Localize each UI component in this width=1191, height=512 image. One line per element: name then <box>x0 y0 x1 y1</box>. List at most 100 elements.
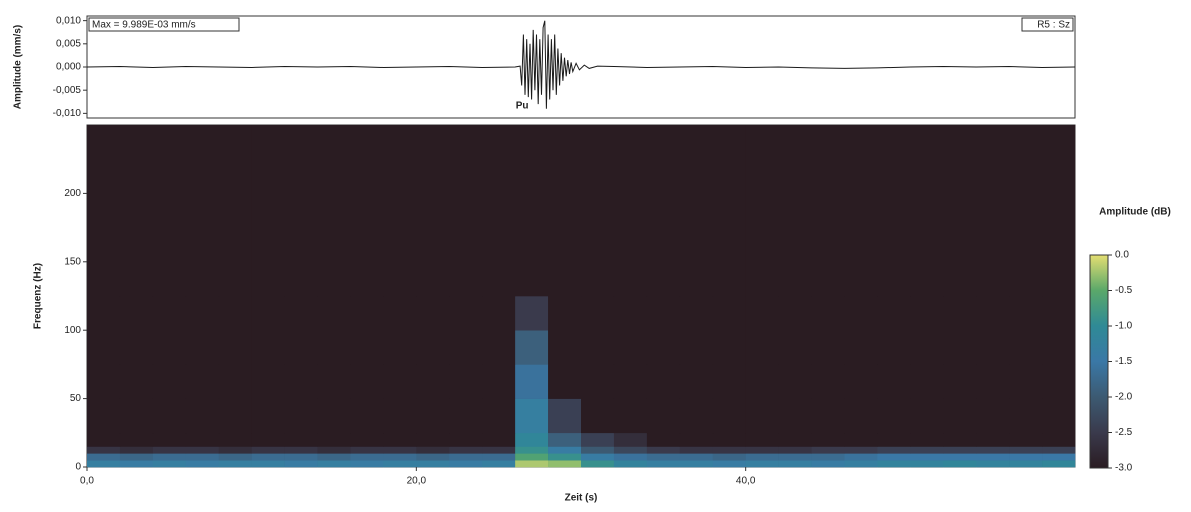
x-title: Zeit (s) <box>565 493 598 504</box>
heat-cell <box>679 446 714 454</box>
heat-cell <box>119 125 154 297</box>
colorbar-tick-label: -0.5 <box>1115 285 1133 296</box>
heat-cell <box>745 453 779 461</box>
heat-cell <box>877 453 911 461</box>
heat-cell <box>284 446 318 454</box>
heat-cell <box>1042 432 1076 447</box>
heat-cell <box>119 364 154 399</box>
heat-cell <box>877 364 911 399</box>
heat-cell <box>976 330 1010 365</box>
heat-cell <box>449 398 483 434</box>
heat-cell <box>284 460 318 468</box>
heat-cell <box>152 125 187 297</box>
heat-cell <box>284 398 318 434</box>
heat-cell <box>383 125 417 297</box>
heat-cell <box>548 460 582 468</box>
heat-cell <box>877 330 911 365</box>
heat-cell <box>1009 296 1043 331</box>
heat-cell <box>218 432 252 447</box>
heat-cell <box>679 432 714 447</box>
heat-cell <box>449 446 483 454</box>
y-tick-label: -0,010 <box>53 108 82 119</box>
heat-cell <box>119 296 154 331</box>
colorbar-tick-label: -1.5 <box>1115 356 1133 367</box>
heat-cell <box>383 330 417 365</box>
heat-cell <box>712 453 746 461</box>
heat-cell <box>745 330 779 365</box>
heat-cell <box>251 296 285 331</box>
heat-cell <box>910 364 944 399</box>
heat-cell <box>712 446 746 454</box>
heat-cell <box>778 460 812 468</box>
y-tick-label: 50 <box>70 393 82 404</box>
heat-cell <box>218 446 252 454</box>
heat-cell <box>218 460 252 468</box>
heat-cell <box>152 453 187 461</box>
heat-cell <box>284 125 318 297</box>
heat-cell <box>548 446 582 454</box>
heat-cell <box>778 296 812 331</box>
heat-cell <box>482 460 516 468</box>
heat-cell <box>712 125 746 297</box>
heat-cell <box>778 453 812 461</box>
heat-cell <box>844 446 878 454</box>
heat-cell <box>152 330 187 365</box>
heat-cell <box>185 446 220 454</box>
heat-cell <box>1042 453 1076 461</box>
heat-cell <box>482 398 516 434</box>
heat-cell <box>646 432 681 447</box>
heat-cell <box>910 330 944 365</box>
heat-cell <box>976 453 1010 461</box>
heat-cell <box>778 125 812 297</box>
heat-cell <box>284 432 318 447</box>
heat-cell <box>844 296 878 331</box>
heat-cell <box>679 125 714 297</box>
heat-cell <box>119 432 154 447</box>
heat-cell <box>1009 125 1043 297</box>
y-tick-label: -0,005 <box>53 85 82 96</box>
x-tick-label: 0,0 <box>80 476 94 487</box>
heat-cell <box>87 453 121 461</box>
heat-cell <box>350 125 384 297</box>
heat-cell <box>449 460 483 468</box>
heat-cell <box>317 398 351 434</box>
heat-cell <box>119 460 154 468</box>
heat-cell <box>613 296 648 331</box>
heat-cell <box>482 453 516 461</box>
heat-cell <box>1009 398 1043 434</box>
heat-cell <box>1042 460 1076 468</box>
heat-cell <box>515 330 549 365</box>
heat-cell <box>218 398 252 434</box>
heat-cell <box>383 453 417 461</box>
heat-cell <box>416 398 450 434</box>
heat-cell <box>251 398 285 434</box>
heat-cell <box>943 398 977 434</box>
spectrogram-y-title: Frequenz (Hz) <box>33 263 44 329</box>
heat-cell <box>778 330 812 365</box>
colorbar-tick-label: 0.0 <box>1115 250 1129 261</box>
heat-cell <box>317 364 351 399</box>
heat-cell <box>778 446 812 454</box>
heat-cell <box>646 446 681 454</box>
heat-cell <box>844 453 878 461</box>
heat-cell <box>251 446 285 454</box>
heat-cell <box>119 330 154 365</box>
heat-cell <box>152 398 187 434</box>
heat-cell <box>877 296 911 331</box>
heat-cell <box>482 364 516 399</box>
heat-cell <box>581 296 615 331</box>
heat-cell <box>548 125 582 297</box>
heat-cell <box>218 125 252 297</box>
heat-cell <box>613 446 648 454</box>
heat-cell <box>646 460 681 468</box>
heat-cell <box>152 432 187 447</box>
heat-cell <box>613 330 648 365</box>
heat-cell <box>383 432 417 447</box>
heat-cell <box>943 125 977 297</box>
heat-cell <box>185 460 220 468</box>
heat-cell <box>251 453 285 461</box>
heat-cell <box>383 446 417 454</box>
colorbar <box>1089 254 1109 469</box>
heat-cell <box>581 398 615 434</box>
station-label: R5 : Sz <box>1037 20 1070 31</box>
